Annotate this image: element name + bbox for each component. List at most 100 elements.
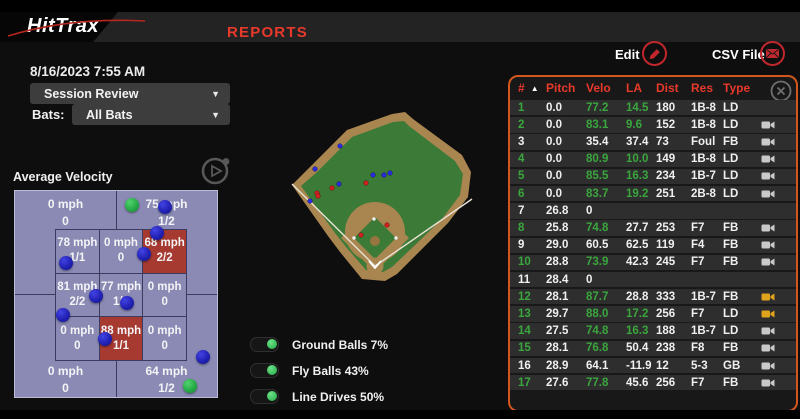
video-camera-icon[interactable] <box>756 378 780 388</box>
table-row[interactable]: 1 0.0 77.2 14.5 180 1B-8 LD <box>510 100 796 116</box>
heatmap-zone-outer: 64 mph 1/2 <box>116 294 217 404</box>
table-row[interactable]: 5 0.0 85.5 16.3 234 1B-7 LD <box>510 168 796 185</box>
cell-res: 1B-7 <box>691 290 716 303</box>
table-row[interactable]: 17 27.6 77.8 45.6 256 F7 FB <box>510 375 796 391</box>
cell-type: GB <box>723 359 741 372</box>
hit-location-dot <box>358 232 364 238</box>
heatmap-zone-inner: 0 mph 0 <box>56 317 99 360</box>
cell-res: 1B-8 <box>691 118 716 131</box>
cell-pitch: 27.6 <box>546 376 569 389</box>
cell-type: FB <box>723 136 739 149</box>
table-row[interactable]: 16 28.9 64.1 -11.9 12 5-3 GB <box>510 357 796 374</box>
cell-res: F8 <box>691 342 705 355</box>
table-row[interactable]: 13 29.7 88.0 17.2 256 F7 LD <box>510 306 796 322</box>
column-header-la[interactable]: LA <box>626 81 642 95</box>
cell-velo: 0 <box>586 204 593 217</box>
toggle-fly-balls[interactable] <box>250 363 279 378</box>
video-camera-icon[interactable] <box>756 120 780 130</box>
toggle-line-drives[interactable] <box>250 389 279 404</box>
cell-pitch: 0.0 <box>546 136 562 149</box>
column-header-type[interactable]: Type <box>723 81 751 95</box>
video-camera-icon[interactable] <box>756 137 780 147</box>
zone-divider <box>185 294 217 295</box>
session-select[interactable]: Session Review ▼ <box>30 83 230 104</box>
sort-ascending-icon: ▲ <box>530 83 539 93</box>
video-camera-icon[interactable] <box>756 154 780 164</box>
first-base <box>394 236 398 240</box>
pitch-location-dot <box>59 256 73 270</box>
table-row[interactable]: 3 0.0 35.4 37.4 73 Foul FB <box>510 134 796 150</box>
cell-velo: 87.7 <box>586 290 609 303</box>
cell-pitch: 28.1 <box>546 290 569 303</box>
column-header-pitch[interactable]: Pitch <box>546 81 576 95</box>
cell-type: LD <box>723 170 739 183</box>
cell-num: 8 <box>518 222 525 234</box>
close-table-button[interactable] <box>770 80 792 102</box>
video-camera-icon[interactable] <box>756 292 780 302</box>
cell-la: 16.3 <box>626 170 649 183</box>
bats-label: Bats: <box>32 107 65 122</box>
cell-la: 37.4 <box>626 136 649 149</box>
table-row[interactable]: 9 29.0 60.5 62.5 119 F4 FB <box>510 237 796 253</box>
pitch-location-dot <box>56 308 70 322</box>
video-camera-icon[interactable] <box>756 240 780 250</box>
video-camera-icon[interactable] <box>756 343 780 353</box>
table-row[interactable]: 10 28.8 73.9 42.3 245 F7 FB <box>510 254 796 271</box>
cell-res: 1B-8 <box>691 153 716 166</box>
table-row[interactable]: 6 0.0 83.7 19.2 251 2B-8 LD <box>510 185 796 202</box>
bats-select[interactable]: All Bats ▼ <box>72 104 230 125</box>
zone-divider <box>116 359 117 397</box>
video-camera-icon[interactable] <box>756 326 780 336</box>
cell-num: 16 <box>518 359 531 372</box>
video-camera-icon[interactable] <box>756 223 780 233</box>
cell-la: 17.2 <box>626 307 649 320</box>
video-camera-icon[interactable] <box>756 171 780 181</box>
cell-type: FB <box>723 256 739 269</box>
cell-num: 17 <box>518 376 531 389</box>
table-row[interactable]: 15 28.1 76.8 50.4 238 F8 FB <box>510 340 796 357</box>
video-camera-icon[interactable] <box>756 361 780 371</box>
table-row[interactable]: 7 26.8 0 <box>510 203 796 219</box>
cell-pitch: 28.9 <box>546 359 569 372</box>
csv-envelope-button[interactable] <box>759 40 786 67</box>
cell-res: Foul <box>691 136 716 149</box>
legend-label: Fly Balls 43% <box>292 363 369 378</box>
pitch-location-dot <box>125 198 139 212</box>
csv-file-label: CSV File <box>712 47 765 62</box>
zone-count: 0 <box>62 381 69 395</box>
hit-location-dot <box>312 166 318 172</box>
cell-num: 14 <box>518 325 531 338</box>
column-header-velo[interactable]: Velo <box>586 81 611 95</box>
heatmap-zone-inner: 0 mph 0 <box>143 317 186 360</box>
table-row[interactable]: 8 25.8 74.8 27.7 253 F7 FB <box>510 220 796 236</box>
cell-pitch: 26.8 <box>546 204 569 217</box>
column-header-dist[interactable]: Dist <box>656 81 679 95</box>
edit-pencil-button[interactable] <box>641 40 668 67</box>
table-row[interactable]: 2 0.0 83.1 9.6 152 1B-8 LD <box>510 117 796 133</box>
cell-type: LD <box>723 325 739 338</box>
cell-dist: 245 <box>656 256 676 269</box>
cell-pitch: 0.0 <box>546 170 562 183</box>
cell-velo: 85.5 <box>586 170 609 183</box>
video-camera-icon[interactable] <box>756 309 780 319</box>
toggle-ground-balls[interactable] <box>250 337 279 352</box>
column-header-num[interactable]: # ▲ <box>518 81 539 95</box>
cell-type: FB <box>723 376 739 389</box>
table-row[interactable]: 12 28.1 87.7 28.8 333 1B-7 FB <box>510 289 796 305</box>
cell-num: 15 <box>518 342 531 355</box>
table-row[interactable]: 11 28.4 0 <box>510 271 796 288</box>
heatmap-zone-inner: 0 mph 0 <box>143 273 186 317</box>
cell-res: F7 <box>691 376 705 389</box>
cell-dist: 234 <box>656 170 676 183</box>
video-camera-icon[interactable] <box>756 257 780 267</box>
cell-pitch: 28.1 <box>546 342 569 355</box>
hit-location-dot <box>363 180 369 186</box>
table-row[interactable]: 4 0.0 80.9 10.0 149 1B-8 LD <box>510 151 796 167</box>
column-header-res[interactable]: Res <box>691 81 714 95</box>
replay-button[interactable] <box>199 154 233 188</box>
table-row[interactable]: 14 27.5 74.8 16.3 188 1B-7 LD <box>510 323 796 339</box>
cell-la: 27.7 <box>626 222 649 234</box>
video-camera-icon[interactable] <box>756 189 780 199</box>
